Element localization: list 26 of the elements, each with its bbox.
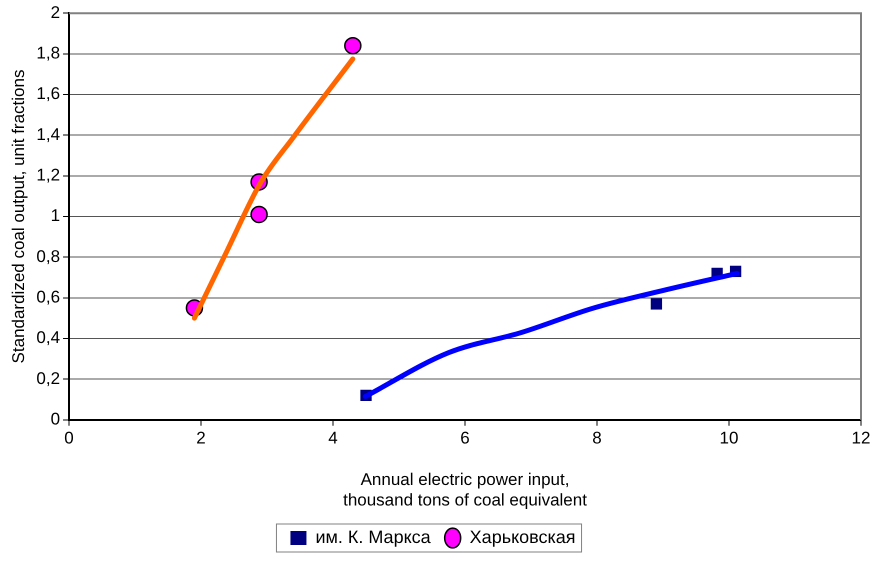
x-tick-label: 8 xyxy=(592,428,602,448)
point xyxy=(250,206,268,224)
x-tick-label: 10 xyxy=(720,428,738,448)
y-tick-label: 0,4 xyxy=(36,328,60,348)
legend-label: им. К. Маркса xyxy=(315,526,432,547)
y-tick-label: 2 xyxy=(50,2,60,22)
y-tick-label: 0,8 xyxy=(36,246,60,266)
y-tick-label: 1,4 xyxy=(36,124,60,144)
y-tick-label: 1,6 xyxy=(36,84,60,104)
y-axis-title: Standardized coal output, unit fractions xyxy=(8,70,28,364)
point xyxy=(650,298,662,310)
x-tick-label: 4 xyxy=(328,428,338,448)
text: Annual electric power input, xyxy=(360,470,570,490)
y-tick-label: 0 xyxy=(50,409,60,428)
x-tick-label: 2 xyxy=(196,428,206,448)
text: thousand tons of coal equivalent xyxy=(343,490,587,510)
y-tick-label: 1,2 xyxy=(36,166,60,185)
y-tick-label: 1,8 xyxy=(36,44,60,63)
x-tick-label: 0 xyxy=(64,428,74,448)
x-tick-label: 6 xyxy=(460,428,470,448)
point xyxy=(344,36,362,54)
x-tick-label: 12 xyxy=(852,428,870,448)
y-tick-label: 0,6 xyxy=(36,288,60,307)
y-tick-label: 0,2 xyxy=(36,368,60,388)
y-tick-label: 1 xyxy=(50,206,60,226)
legend-label: Харьковская xyxy=(470,526,576,547)
